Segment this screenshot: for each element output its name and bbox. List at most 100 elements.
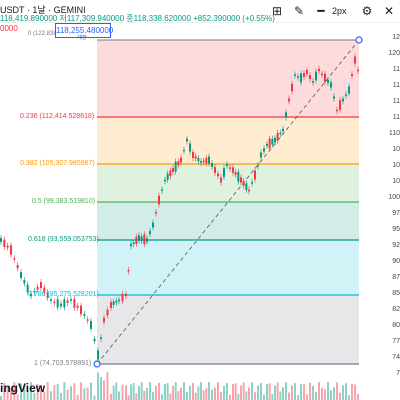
- candle-body: [197, 157, 200, 162]
- candle-body: [174, 161, 177, 172]
- fib-label-0: 0 (122,838.480000): [28, 31, 80, 37]
- candle-body: [312, 81, 314, 83]
- candle-body: [214, 167, 216, 173]
- candle-body: [220, 177, 222, 183]
- candle-body: [234, 171, 237, 175]
- candle-body: [70, 299, 72, 301]
- volume-bar: [16, 394, 19, 400]
- candle-body: [90, 321, 92, 329]
- candlestick-series: [0, 53, 359, 363]
- price-axis-label: 100: [388, 194, 400, 201]
- candle-body: [20, 272, 22, 278]
- volume-bar: [103, 380, 105, 400]
- candle-body: [60, 303, 62, 307]
- volume-bar: [351, 383, 353, 400]
- line-style-icon[interactable]: ━: [317, 4, 325, 18]
- volume-bar: [327, 382, 329, 400]
- candle-body: [260, 152, 262, 158]
- pencil-icon[interactable]: ✎: [293, 4, 305, 18]
- candle-body: [351, 74, 353, 76]
- close-icon[interactable]: ✕: [383, 4, 395, 18]
- volume-bar: [13, 382, 16, 400]
- volume-bar: [200, 382, 202, 400]
- volume-bar: [66, 389, 69, 400]
- candle-body: [93, 338, 96, 342]
- volume-bar: [336, 382, 338, 400]
- volume-bar: [285, 382, 287, 400]
- candle-body: [155, 211, 157, 214]
- candle-body: [115, 300, 118, 303]
- fib-label-0-786: 0.786 (85,275.528201): [28, 291, 99, 298]
- price-axis-label: 95: [392, 226, 400, 233]
- candle-body: [46, 292, 49, 298]
- price-axis-label: 10: [392, 146, 400, 153]
- price-axis-label: 12: [392, 34, 400, 41]
- volume-bar: [70, 386, 72, 400]
- candle-body: [242, 180, 245, 186]
- candle-body: [336, 109, 338, 112]
- volume-bar: [93, 395, 96, 400]
- volume-bar: [257, 385, 259, 400]
- volume-bar: [197, 386, 200, 400]
- volume-bar: [30, 382, 32, 400]
- grid-icon[interactable]: ⊞: [271, 4, 283, 18]
- settings-icon[interactable]: ⚙: [361, 4, 373, 18]
- fib-handle-top[interactable]: [355, 36, 363, 44]
- candle-body: [152, 222, 154, 228]
- candle-body: [318, 68, 320, 72]
- candle-body: [217, 173, 219, 177]
- volume-bar: [33, 392, 36, 400]
- candle-body: [266, 143, 268, 147]
- fib-zone-236-382: [97, 117, 359, 164]
- candle-body: [30, 293, 32, 297]
- volume-bar: [266, 383, 268, 400]
- volume-bar: [297, 395, 299, 400]
- volume-bar: [342, 385, 344, 400]
- candle-body: [132, 242, 135, 245]
- tradingview-logo: ingView: [0, 381, 46, 395]
- volume-bar: [300, 383, 302, 400]
- candle-body: [43, 287, 46, 293]
- volume-bar: [3, 382, 6, 400]
- volume-bar: [223, 385, 225, 400]
- candle-body: [285, 112, 287, 118]
- candle-body: [135, 236, 138, 244]
- candle-body: [315, 71, 317, 81]
- volume-bar: [357, 394, 359, 400]
- volume-bar: [86, 387, 89, 400]
- candle-body: [223, 168, 225, 177]
- candle-body: [125, 293, 127, 297]
- volume-bar: [186, 391, 188, 400]
- candle-body: [127, 269, 130, 272]
- volume-bar: [149, 382, 151, 400]
- volume-bar: [291, 385, 293, 400]
- price-axis-label: 11: [392, 98, 400, 105]
- volume-bar: [161, 394, 163, 400]
- candle-body: [26, 284, 29, 293]
- volume-bar: [312, 385, 314, 400]
- candle-body: [6, 245, 9, 248]
- volume-bar: [166, 383, 169, 400]
- volume-bar: [354, 384, 356, 400]
- volume-bar: [251, 382, 253, 400]
- candle-body: [76, 305, 79, 308]
- volume-bar: [279, 391, 282, 400]
- fib-zone-5-618: [97, 202, 359, 240]
- line-width-select[interactable]: 2px: [332, 6, 347, 16]
- left-price-tag: 0000: [0, 24, 18, 33]
- volume-bar: [130, 384, 132, 400]
- fib-handle-bottom[interactable]: [93, 360, 101, 368]
- volume-bar: [214, 387, 216, 400]
- volume-series: [0, 372, 359, 400]
- candle-body: [297, 76, 299, 78]
- candle-body: [118, 299, 120, 302]
- symbol-title[interactable]: USDT · 1날 · GEMINI: [0, 5, 86, 15]
- candle-body: [251, 182, 253, 184]
- candle-body: [103, 317, 105, 323]
- ohlc-readout: 118,419.890000 저117,309.940000 종118,338.…: [0, 14, 275, 23]
- volume-bar: [155, 385, 157, 400]
- candle-body: [86, 319, 89, 321]
- candle-body: [202, 160, 205, 163]
- volume-bar: [112, 385, 115, 400]
